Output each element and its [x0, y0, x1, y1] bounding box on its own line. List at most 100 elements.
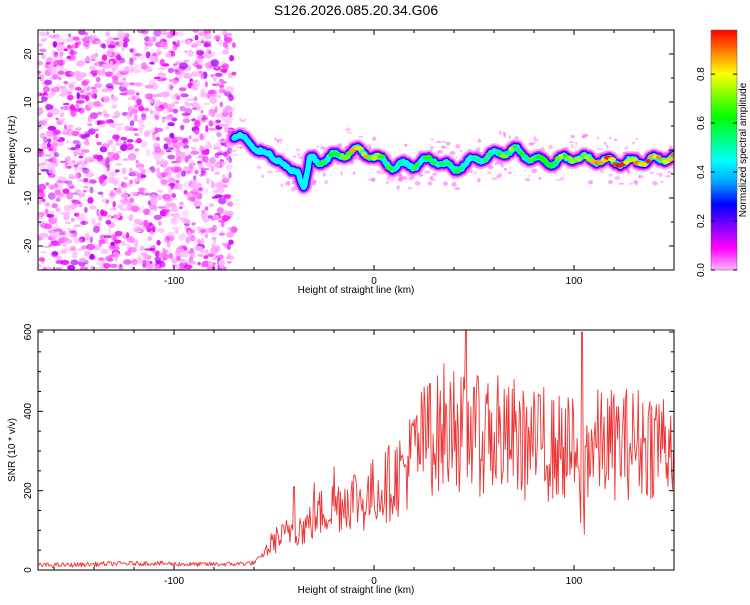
- noise-blob: [43, 153, 53, 157]
- noise-blob: [139, 245, 145, 251]
- noise-blob: [167, 147, 174, 150]
- noise-blob: [120, 193, 129, 199]
- noise-blob: [75, 173, 79, 180]
- noise-blob: [228, 107, 236, 112]
- scatter-blob: [596, 136, 600, 140]
- noise-blob: [194, 119, 201, 128]
- ridge-peak: [404, 160, 409, 165]
- noise-blob: [126, 111, 132, 115]
- scatter-blob: [588, 179, 594, 185]
- noise-blob: [183, 264, 193, 270]
- scatter-blob: [430, 138, 434, 141]
- noise-blob: [193, 96, 198, 102]
- noise-blob: [222, 108, 229, 114]
- noise-blob: [164, 236, 171, 243]
- noise-blob: [176, 253, 184, 257]
- noise-blob: [49, 227, 57, 231]
- noise-blob: [163, 169, 170, 174]
- noise-blob: [48, 111, 52, 116]
- scatter-blob: [581, 135, 585, 138]
- noise-blob: [187, 49, 194, 57]
- scatter-blob: [424, 170, 431, 174]
- noise-blob: [158, 67, 167, 71]
- noise-blob: [214, 171, 220, 175]
- noise-blob: [45, 203, 50, 207]
- noise-blob: [215, 119, 221, 124]
- scatter-blob: [509, 166, 512, 170]
- noise-blob: [146, 40, 154, 48]
- scatter-blob: [297, 152, 300, 157]
- ridge-peak: [483, 157, 489, 162]
- scatter-blob: [459, 149, 463, 153]
- noise-blob: [136, 92, 140, 96]
- noise-blob: [192, 42, 197, 47]
- noise-blob: [140, 174, 147, 179]
- noise-blob: [214, 94, 222, 99]
- noise-blob: [191, 222, 196, 226]
- ridge-peak: [456, 166, 465, 171]
- noise-blob: [148, 222, 153, 227]
- noise-blob: [140, 252, 148, 256]
- noise-blob: [64, 180, 73, 185]
- ridge-peak: [494, 149, 500, 154]
- noise-blob: [153, 109, 160, 117]
- noise-blob: [93, 245, 101, 251]
- noise-blob: [228, 239, 234, 245]
- noise-blob: [39, 132, 46, 140]
- noise-blob: [157, 194, 162, 201]
- noise-blob: [88, 38, 95, 41]
- y-tick-label: 400: [23, 403, 34, 420]
- scatter-blob: [429, 176, 434, 180]
- noise-blob: [74, 166, 78, 172]
- noise-blob: [121, 167, 127, 175]
- noise-blob: [78, 152, 85, 156]
- noise-blob: [56, 134, 61, 141]
- noise-blob: [74, 189, 82, 193]
- noise-blob: [54, 267, 63, 270]
- noise-blob: [90, 34, 97, 38]
- noise-blob: [203, 30, 212, 34]
- noise-blob: [98, 120, 106, 125]
- noise-blob: [200, 133, 204, 141]
- noise-blob: [93, 154, 99, 159]
- noise-blob: [227, 201, 234, 207]
- noise-blob: [66, 44, 72, 49]
- noise-blob: [210, 74, 215, 78]
- ridge-peak: [670, 152, 674, 158]
- noise-blob: [64, 124, 67, 130]
- noise-blob: [168, 187, 173, 195]
- noise-blob: [98, 123, 107, 127]
- noise-blob: [156, 159, 161, 166]
- noise-blob: [150, 168, 158, 173]
- noise-blob: [82, 167, 88, 171]
- noise-blob: [160, 261, 166, 268]
- y-tick-label: 0: [23, 567, 34, 573]
- noise-blob: [195, 40, 202, 46]
- noise-blob: [106, 88, 114, 92]
- noise-blob: [154, 103, 159, 111]
- scatter-blob: [267, 170, 273, 174]
- noise-blob: [219, 84, 225, 89]
- noise-blob: [40, 162, 48, 166]
- noise-blob: [153, 30, 162, 37]
- ridge-peak: [400, 158, 407, 164]
- noise-blob: [143, 130, 151, 137]
- noise-blob: [200, 88, 207, 94]
- noise-blob: [170, 50, 175, 57]
- noise-blob: [103, 113, 110, 118]
- ridge-peak: [447, 161, 453, 167]
- noise-blob: [58, 119, 64, 123]
- scatter-blob: [274, 170, 281, 173]
- scatter-blob: [531, 168, 538, 174]
- noise-blob: [96, 141, 102, 146]
- noise-blob: [172, 41, 176, 45]
- ridge-peak: [518, 151, 526, 156]
- noise-blob: [133, 114, 138, 121]
- noise-blob: [183, 73, 192, 79]
- noise-blob: [91, 128, 99, 132]
- noise-blob: [74, 41, 79, 49]
- noise-blob: [96, 208, 100, 216]
- y-axis-ticks-top: -20 -10 0 10 20: [23, 29, 674, 271]
- noise-blob: [163, 198, 173, 202]
